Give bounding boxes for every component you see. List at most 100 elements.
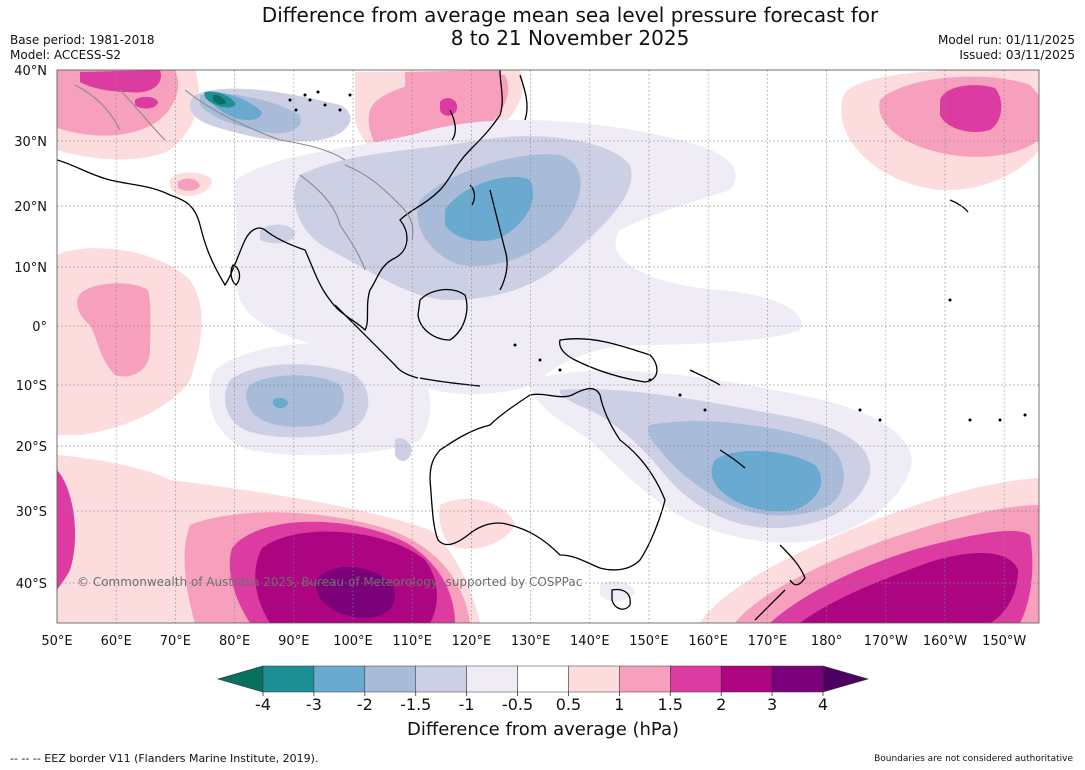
longitude-labels: 50°E 60°E 70°E 80°E 90°E 100°E 110°E 120°E 130°E… xyxy=(41,634,1026,649)
anomaly-n-1-0b xyxy=(405,70,501,106)
model-run: Model run: 01/11/2025 xyxy=(937,33,1075,47)
anomaly-ph-neg-2 xyxy=(445,176,534,242)
colorbar-bin xyxy=(415,665,467,693)
copyright-notice: © Commonwealth of Australia 2025, Bureau… xyxy=(77,575,582,589)
colorbar-bin xyxy=(517,665,569,693)
lon-label: 180° xyxy=(811,634,842,649)
title-line-1: Difference from average mean sea level p… xyxy=(261,3,879,27)
anomaly-himal-neg-4 xyxy=(213,94,226,105)
anomaly-nw-1-5b xyxy=(135,96,158,109)
colorbar-tick-label: 4 xyxy=(818,695,828,714)
coast-sumatra xyxy=(334,304,419,379)
colorbar-bin xyxy=(720,665,773,693)
colorbar-tick-label: 3 xyxy=(767,695,777,714)
anomaly-aus-neg-2 xyxy=(711,450,822,512)
boundaries-note: Boundaries are not considered authoritat… xyxy=(874,754,1073,764)
map-frame xyxy=(56,69,1040,624)
colorbar: -4 -3 -2 -1.5 -1 -0.5 0.5 1 1.5 2 3 4 xyxy=(216,665,870,714)
lat-label: 30°N xyxy=(14,135,47,150)
country-borders xyxy=(74,84,414,271)
colorbar-tick-label: -3 xyxy=(306,695,322,714)
border-pakistan xyxy=(119,89,166,141)
coast-new-zealand-s xyxy=(754,589,786,621)
anomaly-nw-1-5 xyxy=(80,70,161,93)
border-myanmar xyxy=(299,174,366,271)
anomaly-gab-0-5 xyxy=(439,498,515,549)
colorbar-tick-label: -2 xyxy=(357,695,373,714)
lon-label: 90°E xyxy=(278,634,309,649)
colorbar-tick-label: -1.5 xyxy=(400,695,431,714)
anomaly-sw-3-0 xyxy=(316,566,395,619)
lon-label: 140°E xyxy=(570,634,610,649)
coast-australia xyxy=(429,387,666,571)
meta-right: Model run: 01/11/2025 Issued: 03/11/2025 xyxy=(938,33,1075,63)
title-line-2: 8 to 21 November 2025 xyxy=(450,26,690,50)
anomaly-io-neg-2 xyxy=(273,397,288,409)
latitude-labels: 40°N 30°N 20°N 10°N 0° 10°S 20°S 30°S 40°S xyxy=(14,64,47,592)
anomaly-ne-1-5 xyxy=(940,85,1002,133)
lon-label: 130°E xyxy=(511,634,551,649)
colorbar-tick-label: -4 xyxy=(255,695,271,714)
title-block: Difference from average mean sea level p… xyxy=(0,4,1085,50)
lat-label: 20°N xyxy=(14,200,47,215)
lon-label: 80°E xyxy=(219,634,250,649)
colorbar-bin xyxy=(262,665,315,693)
anomaly-india-1-0 xyxy=(178,178,200,191)
lon-label: 160°W xyxy=(923,634,967,649)
coast-new-guinea xyxy=(559,338,658,383)
colorbar-tick-label: 2 xyxy=(716,695,726,714)
coast-sri-lanka xyxy=(230,264,241,286)
lon-label: 150°W xyxy=(982,634,1026,649)
colorbar-bin xyxy=(364,665,416,693)
colorbar-bin xyxy=(466,665,518,693)
colorbar-tick-label: 0.5 xyxy=(556,695,581,714)
island-clusters xyxy=(288,90,1027,422)
lat-label: 20°S xyxy=(16,440,47,455)
colorbar-bin xyxy=(568,665,620,693)
coast-java xyxy=(419,377,481,387)
anomaly-small-neg-1-0 xyxy=(395,438,412,462)
anomaly-io-neg-1-5 xyxy=(246,375,344,427)
lat-label: 10°N xyxy=(14,261,47,276)
coastlines xyxy=(57,70,969,621)
colorbar-tick-label: -0.5 xyxy=(502,695,533,714)
colorbar-bin xyxy=(619,665,671,693)
issued-date: Issued: 03/11/2025 xyxy=(959,48,1075,62)
lon-label: 160°E xyxy=(688,634,728,649)
meta-left: Base period: 1981-2018 Model: ACCESS-S2 xyxy=(10,33,155,63)
coast-solomons xyxy=(689,369,721,386)
coast-hawaii xyxy=(949,199,969,213)
coast-arabia-india xyxy=(57,159,306,287)
colorbar-min-extension xyxy=(216,665,264,693)
lon-label: 110°E xyxy=(392,634,432,649)
lon-label: 150°E xyxy=(629,634,669,649)
border-himalaya xyxy=(184,89,346,161)
lon-label: 100°E xyxy=(333,634,373,649)
lon-label: 60°E xyxy=(101,634,132,649)
colorbar-tick-label: 1 xyxy=(614,695,624,714)
lon-label: 70°E xyxy=(160,634,191,649)
lon-label: 170°W xyxy=(864,634,908,649)
coast-borneo xyxy=(417,288,468,341)
anomaly-tas-neg-0-5 xyxy=(600,580,635,601)
colorbar-tick-label: 1.5 xyxy=(658,695,683,714)
lat-label: 40°N xyxy=(14,64,47,79)
lat-label: 0° xyxy=(32,320,47,335)
anomaly-se-2-0 xyxy=(800,552,1018,623)
lon-label: 120°E xyxy=(452,634,492,649)
coast-korea xyxy=(449,109,456,141)
model-name: Model: ACCESS-S2 xyxy=(10,48,122,62)
eez-border-note: -- -- -- EEZ border V11 (Flanders Marine… xyxy=(10,752,319,765)
coast-philippines xyxy=(489,189,508,291)
lon-label: 170°E xyxy=(748,634,788,649)
colorbar-tick-label: -1 xyxy=(459,695,475,714)
coast-new-caledonia xyxy=(719,449,746,469)
anomaly-bay-neg-1-0 xyxy=(260,224,295,244)
lat-label: 40°S xyxy=(16,577,47,592)
colorbar-bin xyxy=(670,665,722,693)
anomaly-n-1-5 xyxy=(440,98,458,116)
border-iran xyxy=(74,84,121,131)
coast-japan xyxy=(519,74,528,121)
lat-label: 30°S xyxy=(16,505,47,520)
